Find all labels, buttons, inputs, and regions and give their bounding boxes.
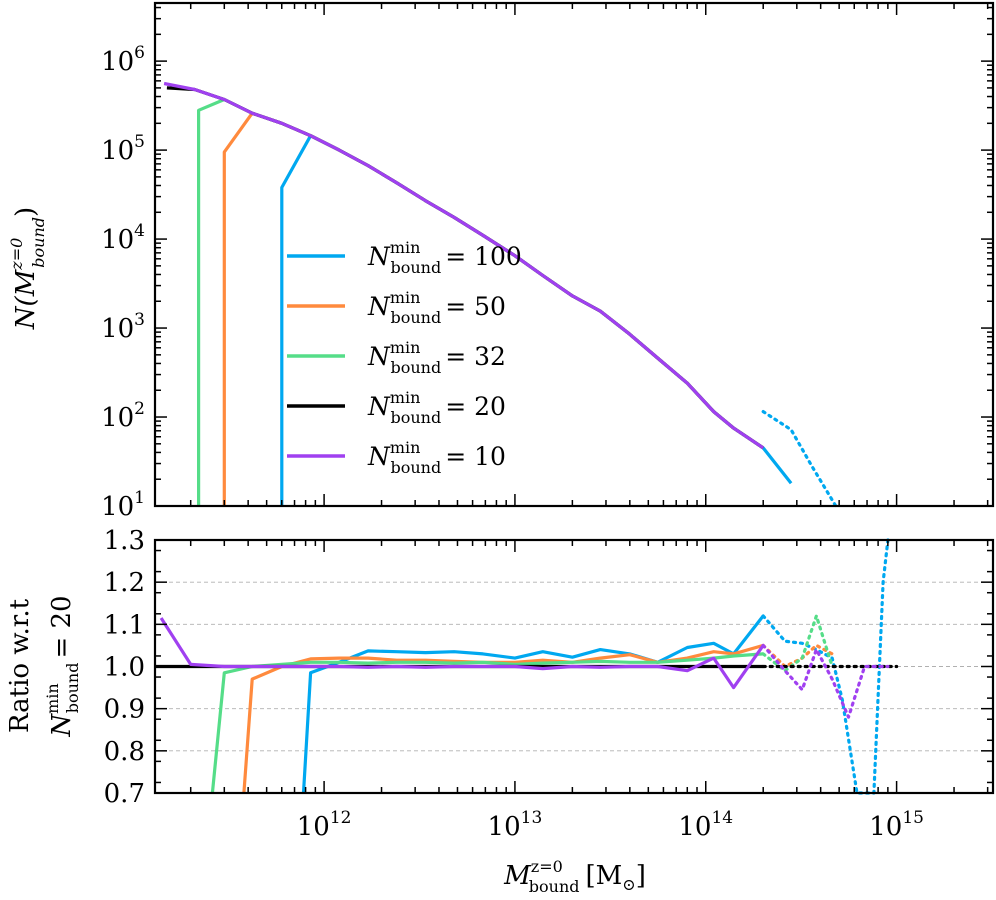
bottom-dotted-series-4: [761, 643, 890, 719]
top-series-lines: [163, 81, 838, 508]
bottom-series-lines: [155, 538, 899, 795]
top-y-tick-label: 106: [101, 43, 145, 77]
bottom-y-tick-label: 1.3: [104, 526, 145, 556]
legend-label-0: Nmin bound = 100: [367, 238, 522, 277]
bottom-y-tick-label: 0.7: [104, 779, 145, 809]
top-y-tick-label: 105: [101, 132, 145, 166]
bottom-y-tick-label: 0.9: [104, 695, 145, 725]
bottom-panel: 0.7 0.8 0.9 1.0 1.1 1.2 1.3 1012 1013 1014 1015 R…: [5, 526, 995, 896]
bottom-y-tick-label: 0.8: [104, 737, 145, 767]
bottom-line-series-0: [301, 614, 765, 794]
bottom-x-axis-label: Mz=0 bound [M⊙]: [503, 857, 646, 896]
bottom-x-tick-label: 1012: [297, 808, 352, 842]
top-line-series-0: [280, 134, 793, 506]
top-axes-frame: [153, 1, 995, 508]
top-line-series-4: [163, 81, 765, 450]
legend-label-2: Nmin bound = 32: [367, 338, 506, 377]
bottom-y-tick-labels: 0.7 0.8 0.9 1.0 1.1 1.2 1.3: [104, 526, 145, 809]
top-dotted-series-0: [761, 410, 838, 508]
bottom-x-tick-label: 1015: [869, 808, 924, 842]
top-y-tick-label: 102: [101, 399, 145, 433]
bottom-y-axis-label-line2: Nminbound= 20: [43, 595, 82, 737]
top-y-tick-label: 103: [101, 310, 145, 344]
top-y-tick-label: 104: [101, 221, 145, 255]
bottom-y-axis-label-line1: Ratio w.r.t: [5, 598, 35, 733]
bottom-y-tick-label: 1.2: [104, 568, 145, 598]
bottom-y-tick-label: 1.0: [104, 653, 145, 683]
legend-label-3: Nmin bound = 20: [367, 388, 506, 427]
bottom-line-series-2: [210, 652, 764, 794]
top-y-tick-label: 101: [101, 488, 145, 522]
bottom-dotted-series-2: [761, 614, 834, 673]
bottom-x-tick-label: 1013: [488, 808, 543, 842]
legend-label-4: Nmin bound = 10: [367, 438, 506, 477]
top-y-tick-labels: 106 105 104 103 102 101: [101, 43, 145, 522]
legend: Nmin bound = 100 Nmin bound = 50 Nmin bound = 32…: [287, 238, 522, 477]
bottom-x-tick-label: 1014: [678, 808, 733, 842]
top-y-axis-label: N(Mz=0 bound): [7, 207, 48, 330]
bottom-line-series-4: [159, 617, 765, 690]
legend-label-1: Nmin bound = 50: [367, 288, 506, 327]
bottom-dotted-series-0: [761, 538, 890, 795]
bottom-x-tick-labels: 1012 1013 1014 1015: [297, 808, 924, 842]
bottom-y-tick-label: 1.1: [104, 610, 145, 640]
bottom-axes-frame: [153, 538, 995, 795]
top-panel: 106 105 104 103 102 101 N(Mz=0 bound) Nmin boun…: [7, 1, 995, 522]
